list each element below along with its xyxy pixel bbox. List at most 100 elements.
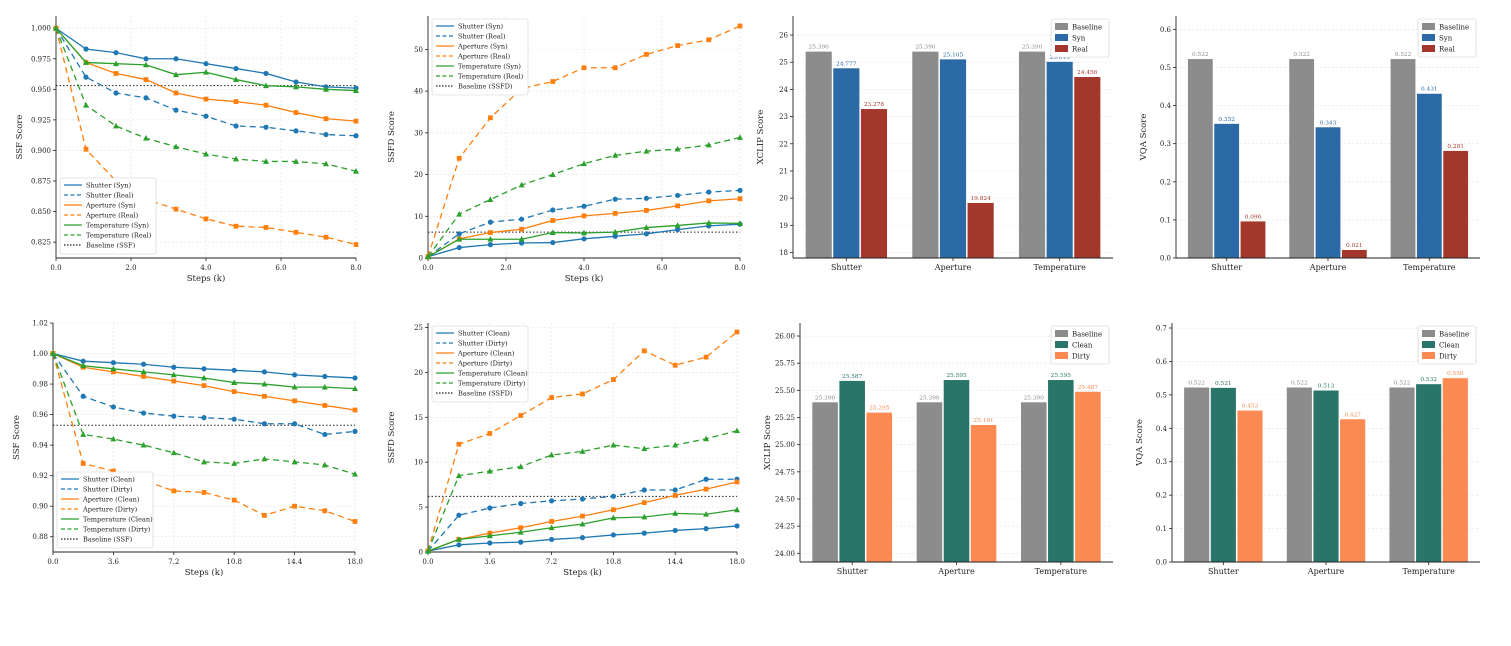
bar [1340,419,1366,562]
bar [1240,221,1266,258]
data-point [706,198,712,204]
data-point [262,512,267,518]
data-point [487,196,494,202]
data-point [455,472,462,479]
data-point [292,503,297,509]
legend-label: Aperture (Dirty) [457,360,513,368]
data-point [549,395,554,400]
data-point [519,240,525,246]
y-tick-label: 15 [414,414,423,422]
y-tick-label: 0.5 [1156,391,1167,399]
series-line [427,430,738,552]
data-point [488,115,493,121]
bar [943,380,970,562]
legend-swatch [1055,34,1068,41]
data-point [353,242,359,247]
data-point [456,155,462,161]
legend-label: Shutter (Syn) [458,23,504,31]
category-label: Temperature [1033,263,1086,272]
data-point [610,493,617,499]
data-point [171,413,177,419]
bar [1341,249,1367,258]
data-point [110,360,116,366]
bar-value-label: 0.343 [1320,120,1337,126]
data-point [352,470,358,477]
y-tick-label: 0.96 [32,411,48,419]
legend: Shutter (Clean) Shutter (Dirty) Aperture (… [431,325,529,403]
y-tick-label: 50 [414,46,423,54]
data-point [83,102,89,108]
bar-chart-4: 0.522 0.352 0.096 Shutter 0.522 0.343 0.021 Ape… [1139,16,1480,272]
legend-label: Shutter (Clean) [458,330,510,338]
data-point [353,118,359,124]
series-line [52,353,356,523]
bar-value-label: 0.522 [1188,381,1205,387]
data-point [201,490,207,495]
x-tick-label: 10.8 [606,558,622,566]
bar [1184,387,1210,562]
data-point [641,348,647,354]
data-point [610,514,617,521]
y-tick-label: 40 [414,88,423,96]
series-line [55,28,357,246]
legend-swatch [1055,330,1068,337]
data-point [203,61,209,67]
bar-value-label: 25.295 [869,406,890,412]
category-label: Aperture [937,567,975,576]
bar [1187,59,1213,258]
series-line [427,189,741,258]
legend-label: Shutter (Clean) [83,476,135,484]
x-tick-label: 0.0 [422,558,433,566]
data-point [703,476,709,482]
data-point [262,393,267,399]
data-point [113,50,119,56]
data-point [611,507,616,513]
data-point [352,385,358,392]
data-point [610,441,617,448]
legend-label: Shutter (Dirty) [458,340,508,348]
bar-value-label: 24.777 [836,61,857,67]
bar [970,425,997,562]
bar [1315,127,1341,258]
y-axis-label: VQA Score [1135,419,1145,467]
y-tick-label: 0.7 [1156,325,1167,333]
data-point [581,213,587,219]
bar-value-label: 0.352 [1218,117,1235,123]
data-point [580,391,585,397]
bar-value-label: 25.390 [915,45,936,51]
data-point [643,147,650,154]
legend-label: Baseline [1439,331,1469,339]
data-point [203,69,209,75]
data-point [293,110,299,115]
data-point [672,487,678,493]
bar-value-label: 0.281 [1447,144,1464,150]
data-point [173,56,179,62]
legend-label: Shutter (Syn) [86,182,132,190]
data-point [518,525,524,531]
bar [1237,410,1263,562]
bar [1074,77,1101,258]
y-tick-label: 0.6 [1160,26,1172,34]
category-label: Shutter [1211,263,1242,272]
legend: Baseline Clean Dirty [1417,325,1477,365]
data-point [456,210,463,217]
line-chart-2: 0 10 20 30 40 50 0.0 2.0 4.0 6.0 8.0 Steps (k) SSFD … [387,16,746,284]
y-tick-label: 25 [779,59,788,67]
data-point [233,155,239,162]
x-tick-label: 6.0 [656,264,667,272]
data-point [261,380,268,387]
data-point [113,71,119,76]
category-label: Temperature [1403,263,1456,272]
bar-value-label: 25.587 [842,374,863,380]
data-point [113,60,119,67]
data-point [734,329,740,335]
y-tick-label: 0.1 [1160,216,1171,224]
data-point [703,435,710,442]
data-point [261,369,267,375]
y-tick-label: 0.850 [31,208,51,216]
data-point [323,131,329,138]
y-axis-label: XCLIP Score [756,110,766,165]
data-point [486,467,493,474]
legend-box [56,471,154,549]
x-tick-label: 7.2 [546,558,557,566]
